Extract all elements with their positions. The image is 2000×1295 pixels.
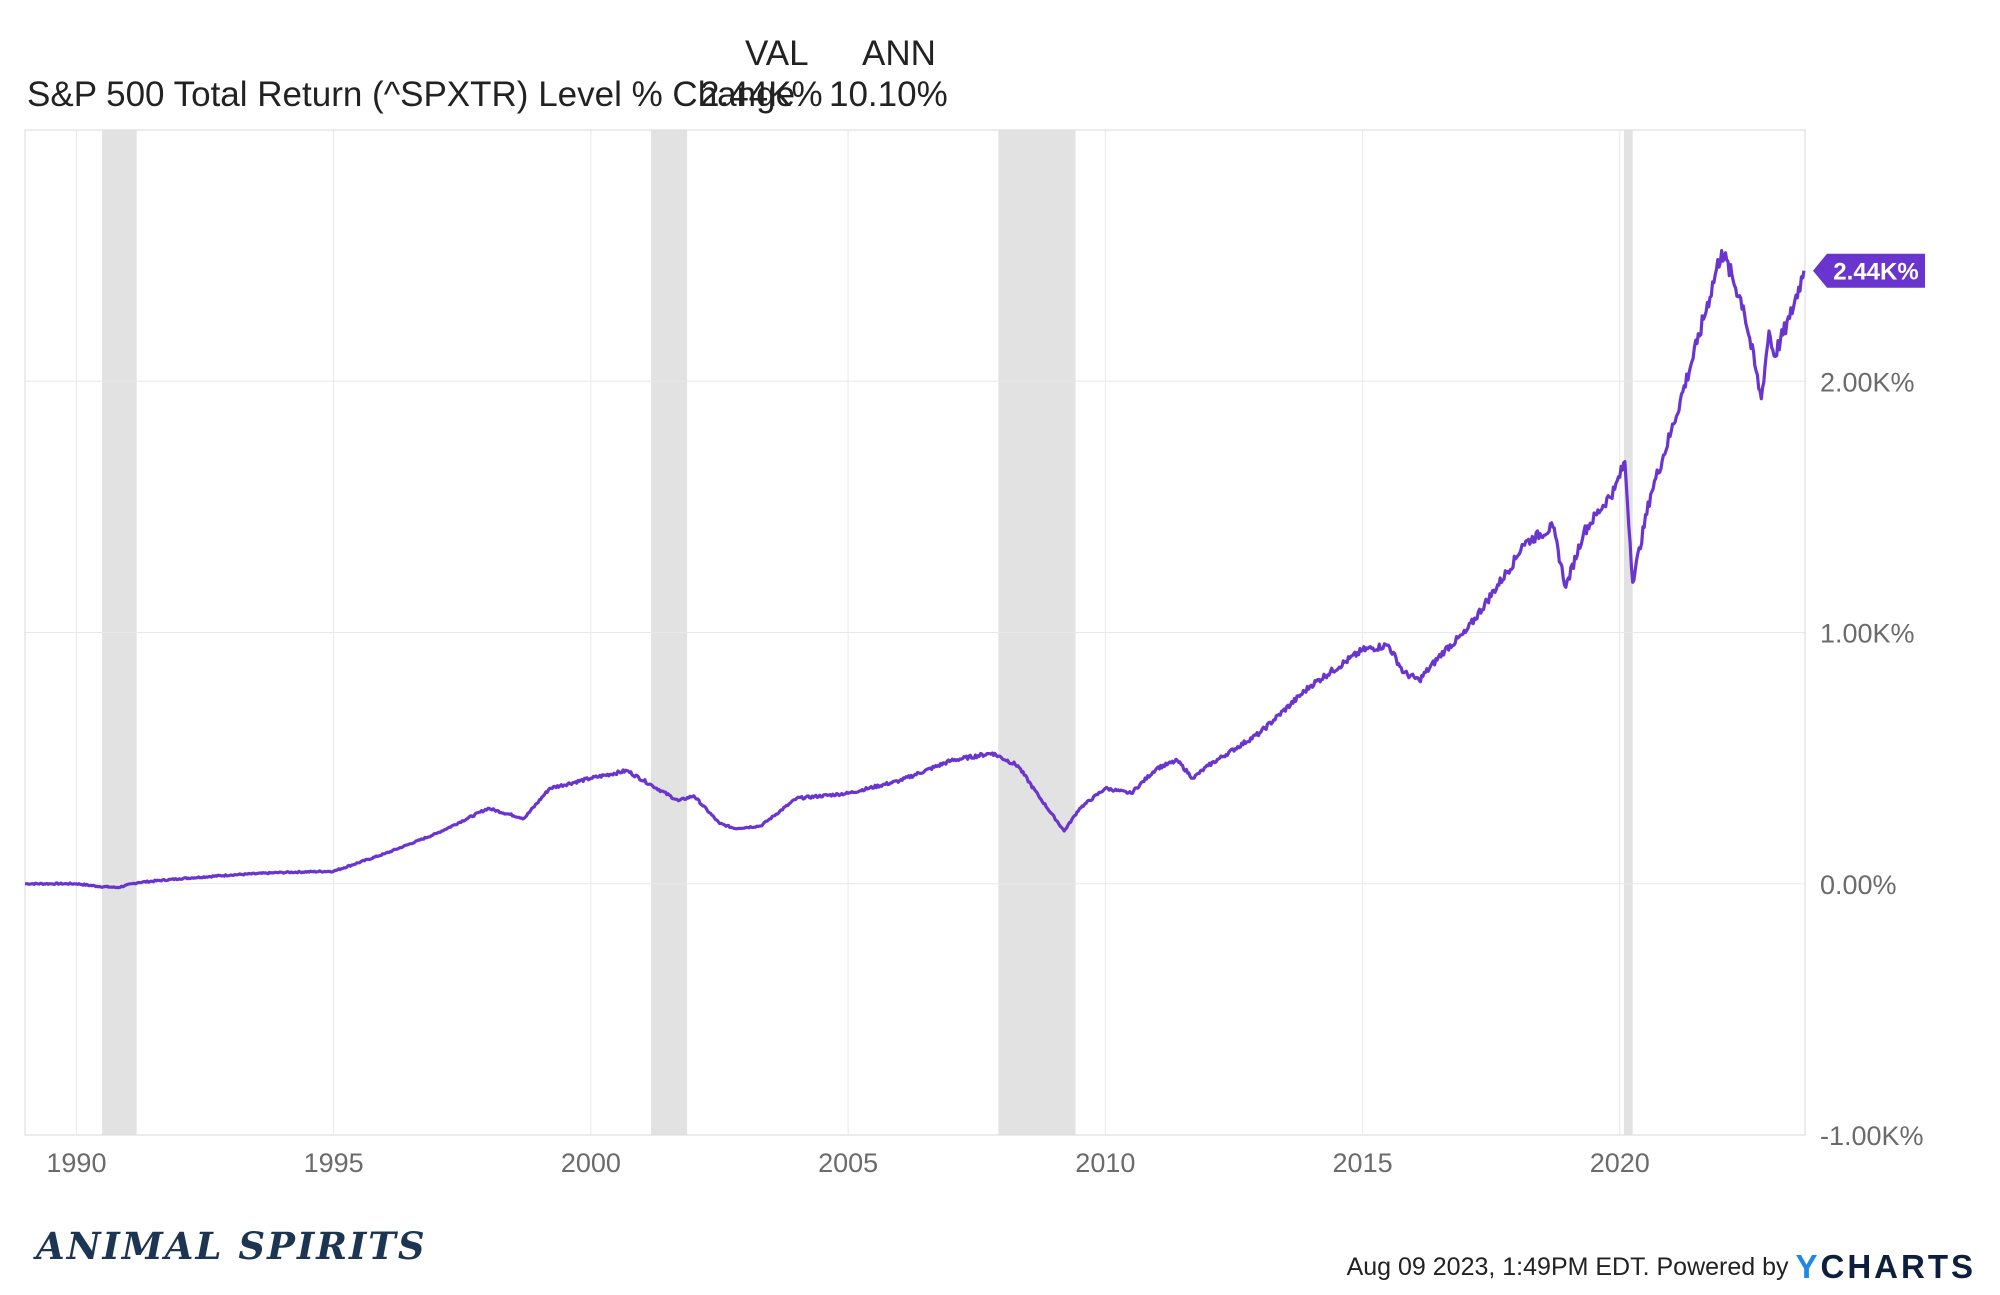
x-tick-label: 2020 [1590, 1148, 1650, 1178]
x-axis: 1990 1995 2000 2005 2010 2015 2020 [46, 1148, 1649, 1178]
ycharts-logo[interactable]: YCHARTS [1795, 1248, 1976, 1285]
footer-timestamp: Aug 09 2023, 1:49PM EDT. Powered by [1346, 1253, 1789, 1281]
series-ann: 10.10% [829, 75, 948, 114]
x-tick-label: 2005 [818, 1148, 878, 1178]
y-tick-label: 0.00% [1820, 870, 1897, 900]
ycharts-logo-y: Y [1795, 1248, 1821, 1285]
animal-spirits-logo: ANIMAL SPIRITS [36, 1224, 427, 1268]
last-value-label: 2.44K% [1833, 259, 1918, 286]
series-line [24, 249, 1806, 890]
ycharts-logo-text: CHARTS [1820, 1248, 1976, 1285]
y-tick-label: -1.00K% [1820, 1121, 1924, 1151]
grid-lines [25, 130, 1805, 1136]
plot-frame [24, 129, 1806, 1136]
series-label: S&P 500 Total Return (^SPXTR) Level % Ch… [27, 75, 796, 114]
y-axis: 2.00K% 1.00K% 0.00% -1.00K% [1820, 367, 1924, 1151]
y-tick-label: 2.00K% [1820, 367, 1915, 397]
x-tick-label: 1995 [304, 1148, 364, 1178]
x-tick-label: 2015 [1333, 1148, 1393, 1178]
chart-header: VAL ANN S&P 500 Total Return (^SPXTR) Le… [0, 0, 1000, 130]
last-value-marker [1813, 253, 1925, 288]
x-tick-label: 2010 [1075, 1148, 1135, 1178]
footer-attribution: Aug 09 2023, 1:49PM EDT. Powered by YCHA… [1347, 1248, 1976, 1286]
y-tick-label: 1.00K% [1820, 619, 1915, 649]
ann-column-heading: ANN [862, 34, 936, 73]
series-layer [24, 249, 1806, 890]
last-value-tag: 2.44K% [1813, 253, 1925, 288]
series-val: 2.44K% [700, 75, 823, 114]
x-tick-label: 2000 [561, 1148, 621, 1178]
x-tick-label: 1990 [46, 1148, 106, 1178]
val-column-heading: VAL [745, 34, 809, 73]
